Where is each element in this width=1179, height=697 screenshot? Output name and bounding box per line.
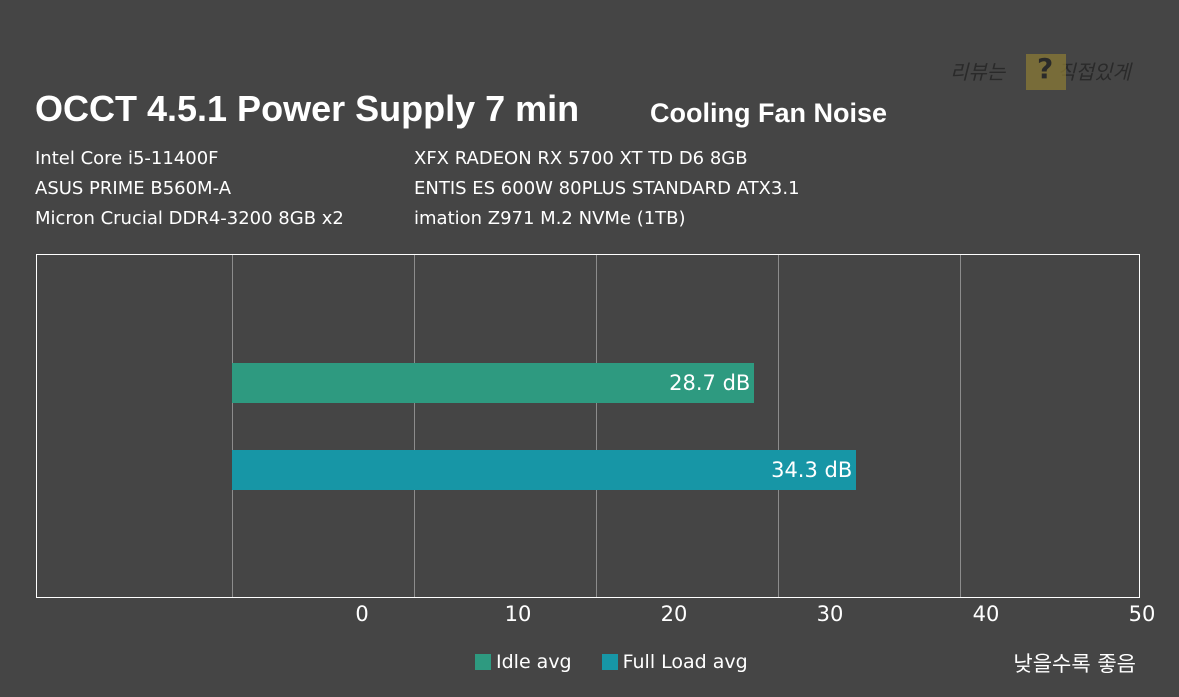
chart-subtitle: Cooling Fan Noise [650, 98, 888, 128]
bar-full-load-avg: 34.3 dB [232, 450, 857, 490]
spec-memory: Micron Crucial DDR4-3200 8GB x2 [35, 208, 344, 229]
watermark-text-left: 리뷰는 [950, 60, 1006, 84]
gridline-20 [596, 255, 597, 597]
spec-cpu: Intel Core i5-11400F [35, 148, 219, 169]
legend-item-idle: Idle avg [475, 651, 572, 673]
gridline-0 [232, 255, 233, 597]
legend: Idle avg Full Load avg [475, 651, 778, 673]
gridline-30 [778, 255, 779, 597]
watermark-logo-mark: ? [1037, 52, 1054, 85]
x-tick-label: 0 [355, 602, 369, 626]
chart-title: OCCT 4.5.1 Power Supply 7 min [35, 88, 580, 129]
x-tick-label: 30 [816, 602, 844, 626]
x-tick-label: 40 [972, 602, 1000, 626]
bar-value-label: 34.3 dB [771, 458, 853, 482]
x-tick-label: 10 [504, 602, 532, 626]
bar-value-label: 28.7 dB [669, 371, 751, 395]
legend-swatch-idle [475, 654, 491, 670]
spec-psu: ENTIS ES 600W 80PLUS STANDARD ATX3.1 [414, 178, 800, 199]
legend-label-full-load: Full Load avg [622, 651, 748, 673]
legend-swatch-full-load [601, 654, 618, 670]
watermark-logo-box [1026, 54, 1066, 90]
bar-idle-avg: 28.7 dB [232, 363, 755, 403]
spec-gpu: XFX RADEON RX 5700 XT TD D6 8GB [414, 148, 748, 169]
x-tick-label: 50 [1128, 602, 1156, 626]
spec-motherboard: ASUS PRIME B560M-A [35, 178, 232, 199]
lower-is-better-note: 낮을수록 좋음 [1013, 652, 1136, 676]
plot-area: 28.7 dB 34.3 dB [36, 254, 1140, 598]
watermark-text-right: 직접있게 [1057, 60, 1131, 84]
legend-item-full-load: Full Load avg [601, 651, 748, 673]
spec-storage: imation Z971 M.2 NVMe (1TB) [414, 208, 686, 229]
x-tick-label: 20 [660, 602, 688, 626]
gridline-40 [960, 255, 961, 597]
watermark: 리뷰는 직접있게 [950, 56, 1131, 85]
legend-label-idle: Idle avg [496, 651, 572, 673]
gridline-10 [414, 255, 415, 597]
